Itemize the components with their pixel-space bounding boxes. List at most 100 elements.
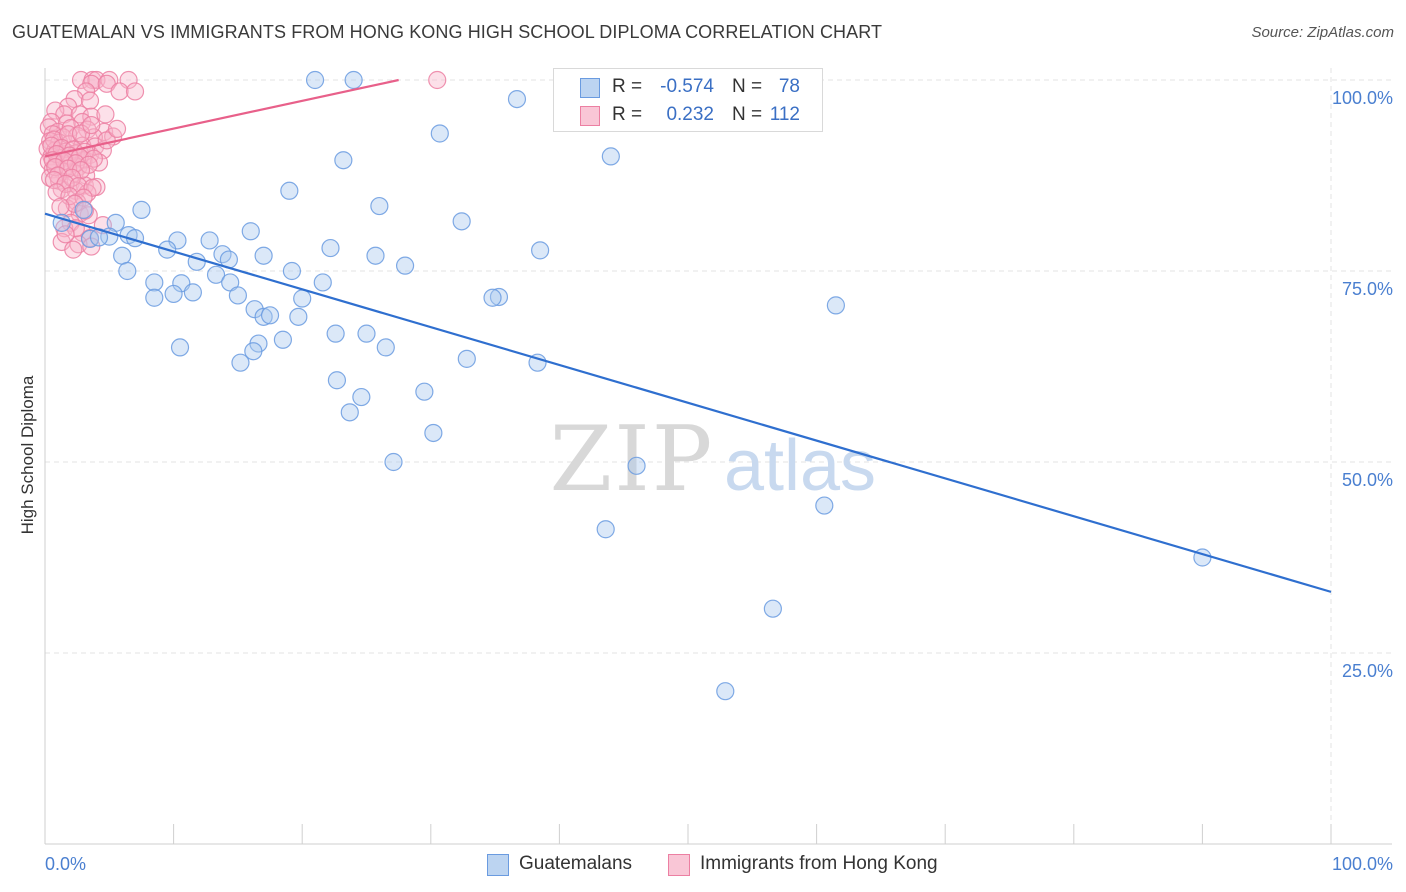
data-point: [763, 599, 782, 618]
data-point: [52, 213, 71, 232]
correlation-legend: R = -0.574 N = 78 R = 0.232 N = 112: [553, 68, 823, 132]
watermark-atlas: atlas: [724, 426, 876, 506]
data-point: [82, 237, 101, 256]
data-point: [601, 147, 620, 166]
data-point: [82, 115, 101, 135]
data-point: [627, 456, 646, 475]
data-point: [293, 289, 312, 308]
data-point: [395, 256, 415, 275]
axes: [44, 68, 1392, 845]
data-point: [376, 338, 395, 357]
data-point: [370, 196, 389, 216]
data-point: [326, 324, 345, 343]
data-point: [254, 307, 273, 326]
legend-r-label: R =: [612, 104, 643, 125]
guatemalan-points: [52, 70, 1212, 701]
chart-title: GUATEMALAN VS IMMIGRANTS FROM HONG KONG …: [12, 22, 883, 42]
legend-n-value: 78: [778, 76, 800, 97]
data-point: [313, 273, 332, 292]
data-point: [452, 212, 471, 231]
data-point: [107, 119, 127, 138]
data-point: [83, 178, 102, 197]
legend-swatch-blue: [487, 854, 509, 876]
hong-kong-points: [38, 70, 447, 259]
data-point: [164, 284, 183, 304]
data-point: [113, 246, 132, 265]
series-legend: Guatemalans Immigrants from Hong Kong: [0, 852, 1406, 880]
data-point: [507, 89, 527, 109]
data-point: [64, 240, 83, 259]
data-point: [430, 124, 449, 143]
data-point: [531, 241, 550, 260]
legend-r-value: -0.574: [660, 76, 714, 97]
data-point: [170, 338, 190, 357]
data-point: [51, 197, 70, 216]
data-point: [280, 181, 299, 200]
data-point: [56, 225, 75, 244]
data-point: [282, 261, 302, 281]
legend-swatch-blue: [580, 78, 600, 98]
data-point: [241, 222, 260, 241]
data-point: [168, 231, 187, 250]
legend-swatch-pink: [668, 854, 690, 876]
data-point: [716, 682, 735, 701]
source-label: Source: ZipAtlas.com: [1251, 24, 1394, 41]
y-tick-label: 25.0%: [1342, 661, 1393, 681]
data-point: [340, 403, 359, 422]
trend-line-hong-kong: [44, 78, 399, 158]
legend-n-label: N =: [732, 76, 763, 97]
tick-labels: 25.0% 50.0% 75.0% 100.0% 0.0% 100.0%: [45, 88, 1393, 874]
legend-swatch-pink: [580, 106, 600, 126]
y-tick-label: 100.0%: [1332, 88, 1393, 108]
data-point: [110, 82, 129, 101]
data-point: [206, 265, 226, 284]
data-point: [596, 520, 615, 539]
trend-line-guatemalans: [44, 212, 1332, 593]
data-point: [69, 177, 88, 196]
x-tick-label: 100.0%: [1332, 854, 1393, 874]
watermark: ZIP atlas: [550, 407, 876, 512]
data-point: [74, 200, 93, 219]
legend-r-value: 0.232: [666, 104, 714, 125]
data-point: [145, 288, 164, 307]
legend-n-value: 112: [769, 104, 800, 125]
x-tick-label: 0.0%: [45, 854, 86, 874]
data-point: [334, 151, 353, 170]
data-point: [254, 246, 273, 265]
data-point: [352, 387, 371, 407]
data-point: [305, 70, 325, 90]
data-point: [260, 306, 280, 325]
data-point: [344, 70, 363, 90]
y-tick-label: 50.0%: [1342, 470, 1393, 490]
data-point: [289, 307, 308, 326]
data-point: [424, 423, 443, 443]
data-point: [80, 91, 100, 110]
data-point: [183, 283, 202, 302]
data-point: [118, 261, 137, 281]
data-point: [826, 296, 845, 315]
data-point: [75, 201, 94, 220]
data-point: [125, 82, 145, 101]
data-point: [80, 229, 100, 249]
legend-row-guatemalans: R = -0.574 N = 78: [554, 74, 822, 102]
data-point: [65, 194, 84, 213]
legend-n-label: N =: [732, 104, 763, 125]
data-point: [46, 101, 65, 120]
data-point: [273, 330, 293, 349]
data-point: [96, 105, 115, 124]
data-point: [321, 238, 340, 258]
data-point: [483, 288, 502, 307]
data-point: [415, 382, 434, 401]
data-point: [366, 246, 385, 265]
data-point: [457, 349, 476, 368]
legend-r-label: R =: [612, 76, 643, 97]
data-point: [244, 342, 263, 361]
data-point: [815, 496, 834, 515]
y-tick-label: 75.0%: [1342, 279, 1393, 299]
gridlines: [45, 68, 1392, 844]
data-point: [357, 324, 376, 343]
data-point: [428, 70, 447, 90]
data-point: [132, 200, 151, 219]
data-point: [327, 371, 347, 390]
